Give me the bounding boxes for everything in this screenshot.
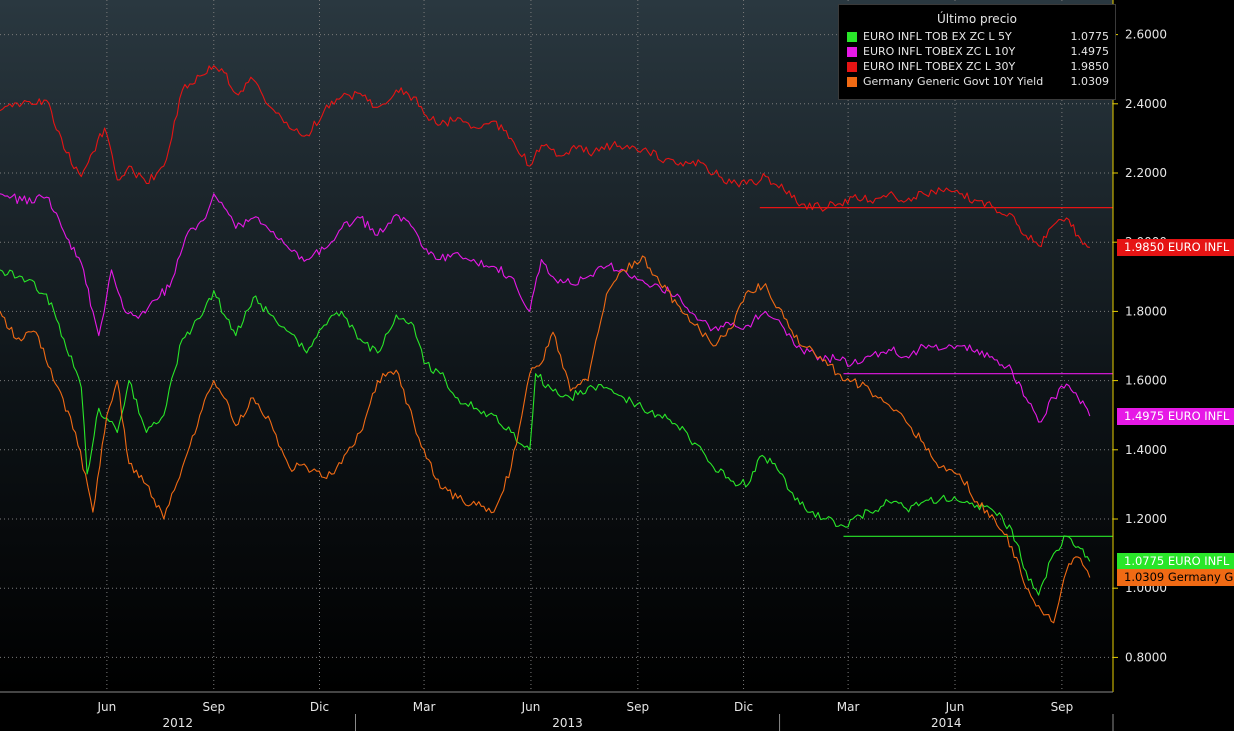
y-tick-label: 1.6000	[1125, 374, 1167, 388]
legend-entry: EURO INFL TOBEX ZC L 30Y 1.9850	[839, 59, 1115, 74]
last-value-tag: 1.9850 EURO INFL	[1117, 238, 1234, 256]
y-tick-label: 2.6000	[1125, 28, 1167, 42]
x-tick-label: Sep	[202, 700, 225, 714]
legend-entry-value: 1.0309	[1070, 75, 1110, 88]
legend-entry-label: EURO INFL TOB EX ZC L 5Y	[863, 30, 1012, 43]
x-tick-label: Mar	[837, 700, 860, 714]
legend-entry-value: 1.9850	[1070, 60, 1110, 73]
series-line	[0, 65, 1090, 248]
legend-title: Último precio	[937, 12, 1017, 26]
legend-entry-value: 1.4975	[1070, 45, 1110, 58]
x-tick-label: Sep	[1051, 700, 1074, 714]
legend: Último precio EURO INFL TOB EX ZC L 5Y 1…	[838, 4, 1116, 100]
axis-layer: 2.60002.40002.20002.00001.80001.60001.40…	[0, 0, 1167, 731]
y-tick-label: 1.2000	[1125, 512, 1167, 526]
x-year-label: 2012	[162, 716, 193, 730]
y-tick-label: 1.4000	[1125, 443, 1167, 457]
x-year-label: 2013	[552, 716, 583, 730]
series-line	[0, 193, 1091, 423]
legend-swatch	[847, 76, 857, 87]
y-tick-label: 2.2000	[1125, 166, 1167, 180]
x-tick-label: Dic	[734, 700, 753, 714]
grid-layer	[0, 0, 1113, 692]
x-year-label: 2014	[931, 716, 962, 730]
x-tick-label: Dic	[310, 700, 329, 714]
legend-entry: EURO INFL TOB EX ZC L 5Y 1.0775	[839, 29, 1115, 44]
y-tick-label: 2.4000	[1125, 97, 1167, 111]
x-tick-label: Mar	[413, 700, 436, 714]
legend-entry-label: EURO INFL TOBEX ZC L 10Y	[863, 45, 1016, 58]
x-tick-label: Sep	[627, 700, 650, 714]
legend-entry-label: Germany Generic Govt 10Y Yield	[863, 75, 1044, 88]
x-tick-label: Jun	[945, 700, 965, 714]
legend-entry-value: 1.0775	[1070, 30, 1110, 43]
legend-entry: EURO INFL TOBEX ZC L 10Y 1.4975	[839, 44, 1115, 59]
x-tick-label: Jun	[521, 700, 541, 714]
series-line	[0, 269, 1091, 596]
last-value-tag: 1.4975 EURO INFL	[1117, 407, 1234, 425]
legend-swatch	[847, 61, 857, 72]
y-tick-label: 1.8000	[1125, 304, 1167, 318]
last-value-tag: 1.0309 Germany G	[1117, 569, 1234, 586]
x-tick-label: Jun	[97, 700, 117, 714]
series-layer	[0, 65, 1091, 624]
legend-swatch	[847, 46, 857, 57]
last-value-tag: 1.0775 EURO INFL	[1117, 552, 1234, 570]
series-line	[0, 255, 1091, 624]
legend-entry-label: EURO INFL TOBEX ZC L 30Y	[863, 60, 1016, 73]
legend-entry: Germany Generic Govt 10Y Yield 1.0309	[839, 74, 1115, 89]
legend-swatch	[847, 31, 857, 42]
y-tick-label: 0.8000	[1125, 650, 1167, 664]
